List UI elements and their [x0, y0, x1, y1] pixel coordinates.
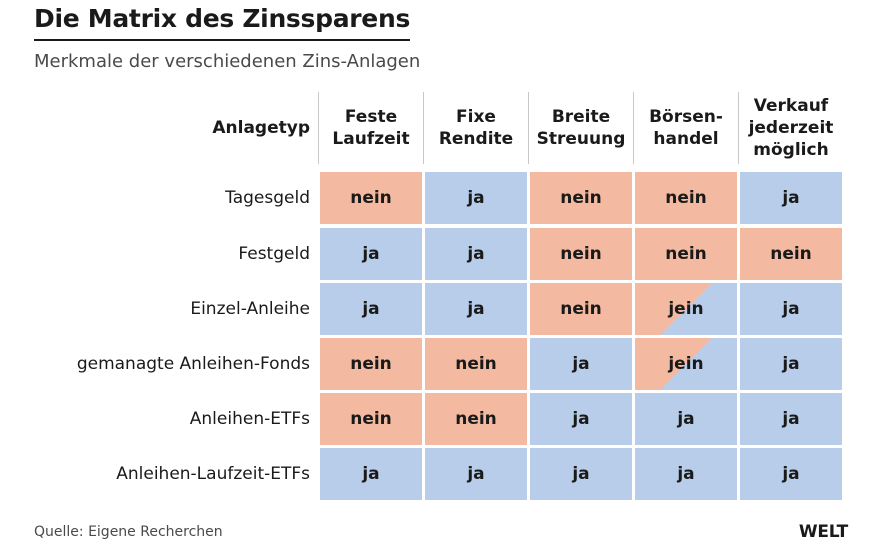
column-header: Feste Laufzeit: [332, 107, 410, 149]
row-label: gemanagte Anleihen-Fonds: [76, 354, 310, 374]
matrix-cell: ja: [320, 283, 422, 335]
matrix-cell: ja: [425, 283, 527, 335]
column-header: Breite Streuung: [536, 107, 626, 149]
matrix-cell: nein: [740, 228, 842, 280]
row-label: Anleihen-ETFs: [189, 409, 310, 429]
matrix-cell: nein: [635, 172, 737, 224]
column-header: Verkauf jederzeit möglich: [748, 96, 834, 160]
column-header: Fixe Rendite: [438, 107, 514, 149]
matrix-cell: nein: [425, 338, 527, 390]
matrix-cell: nein: [320, 172, 422, 224]
source-note: Quelle: Eigene Recherchen: [34, 524, 223, 540]
row-label: Festgeld: [238, 244, 310, 264]
matrix-cell: ja: [425, 172, 527, 224]
matrix-cell: nein: [425, 393, 527, 445]
matrix-cell: nein: [530, 172, 632, 224]
row-label: Tagesgeld: [225, 188, 310, 208]
column-divider: [318, 92, 319, 164]
matrix-cell: nein: [320, 393, 422, 445]
column-header: Börsen- handel: [649, 107, 723, 149]
matrix-cell: ja: [740, 283, 842, 335]
chart-subtitle: Merkmale der verschiedenen Zins-Anlagen: [34, 51, 421, 72]
matrix-cell: ja: [740, 338, 842, 390]
column-divider: [738, 92, 739, 164]
matrix-cell: ja: [740, 172, 842, 224]
welt-logo: WELT: [798, 522, 848, 542]
matrix-cell: ja: [740, 393, 842, 445]
row-label: Einzel-Anleihe: [190, 299, 310, 319]
column-divider: [528, 92, 529, 164]
matrix-cell: ja: [320, 228, 422, 280]
matrix-cell: ja: [320, 448, 422, 500]
chart-title: Die Matrix des Zinssparens: [34, 4, 411, 33]
matrix-cell: nein: [530, 283, 632, 335]
column-divider: [423, 92, 424, 164]
matrix-cell: jein: [635, 338, 737, 390]
row-label: Anleihen-Laufzeit-ETFs: [116, 464, 310, 484]
matrix-cell: ja: [740, 448, 842, 500]
column-divider: [633, 92, 634, 164]
matrix-cell: ja: [635, 393, 737, 445]
matrix-cell: nein: [320, 338, 422, 390]
matrix-cell: ja: [530, 448, 632, 500]
matrix-cell: ja: [425, 448, 527, 500]
matrix-cell: ja: [635, 448, 737, 500]
matrix-cell: jein: [635, 283, 737, 335]
matrix-cell: ja: [530, 393, 632, 445]
matrix-cell: nein: [635, 228, 737, 280]
matrix-cell: nein: [530, 228, 632, 280]
title-underline: [34, 39, 410, 41]
row-header-title: Anlagetyp: [212, 118, 310, 138]
matrix-cell: ja: [425, 228, 527, 280]
matrix-cell: ja: [530, 338, 632, 390]
